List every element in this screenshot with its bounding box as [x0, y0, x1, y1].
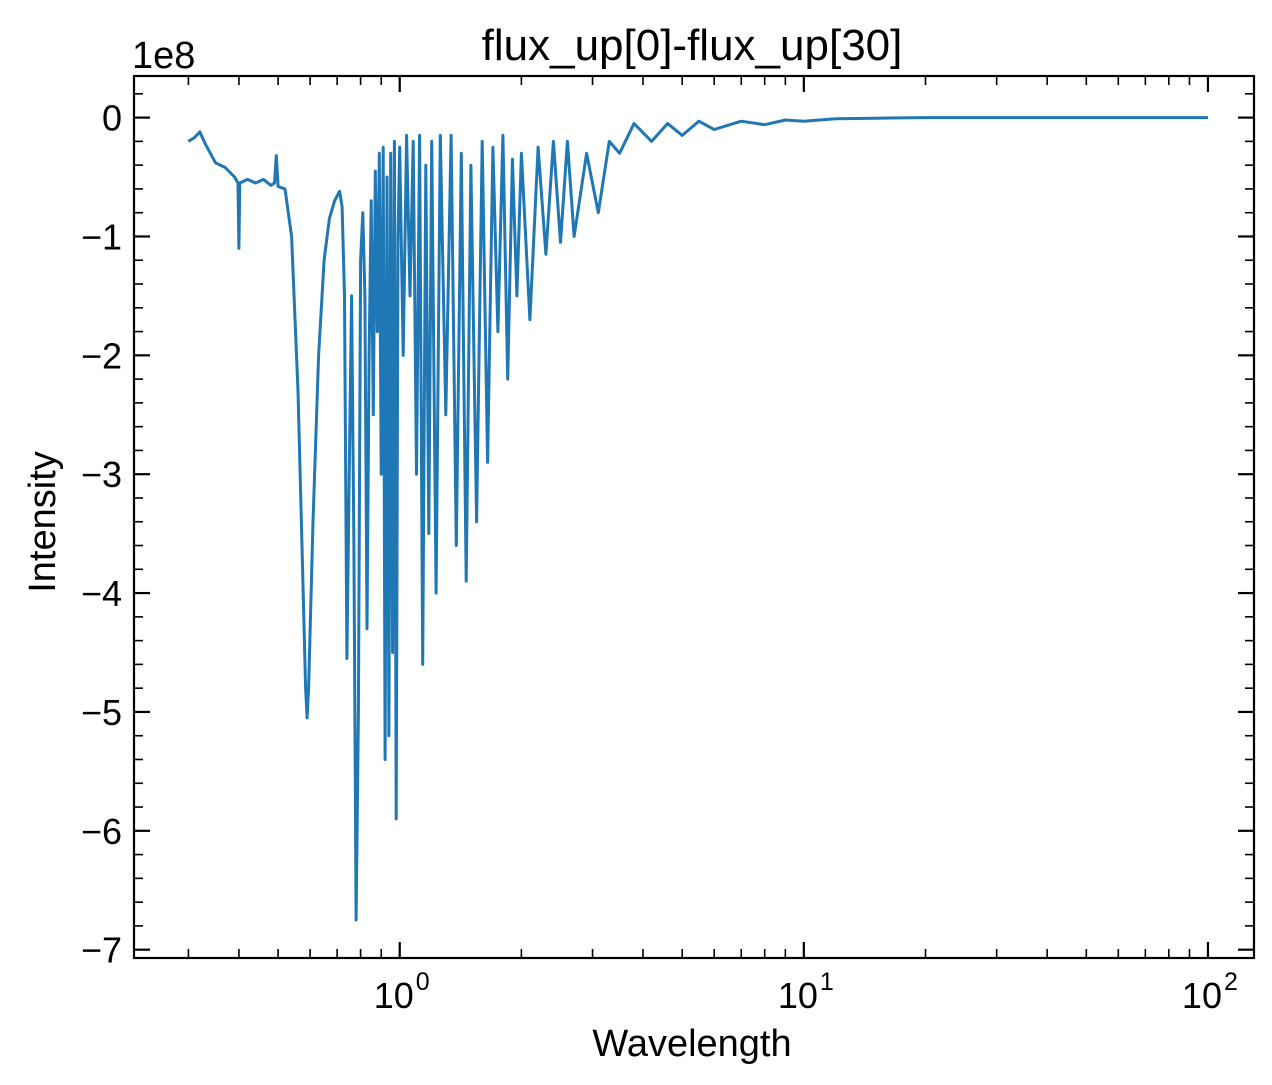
y-tick-label: −5 — [81, 692, 122, 733]
chart-title: flux_up[0]-flux_up[30] — [482, 21, 903, 70]
series-line — [187, 116, 1208, 922]
plot-area — [187, 116, 1208, 922]
y-tick-label: −4 — [81, 573, 122, 614]
x-tick-label: 10 — [1182, 975, 1222, 1016]
x-tick-exponent: 1 — [820, 968, 834, 996]
axes-frame — [132, 74, 1256, 960]
x-axis-label: Wavelength — [592, 1023, 791, 1065]
y-tick-label: −1 — [81, 216, 122, 257]
y-tick-label: −2 — [81, 335, 122, 376]
y-offset-label: 1e8 — [132, 35, 195, 77]
y-axis-label: Intensity — [22, 451, 64, 593]
y-tick-label: −3 — [81, 454, 122, 495]
y-tick-label: −6 — [81, 811, 122, 852]
tick-labels: 0−1−2−3−4−5−6−710 0 10 1 10 2 — [81, 98, 1238, 1016]
x-tick-exponent: 2 — [1224, 968, 1238, 996]
y-tick-label: 0 — [102, 98, 122, 139]
y-tick-label: −7 — [81, 930, 122, 971]
x-tick-label: 10 — [374, 975, 414, 1016]
x-tick-exponent: 0 — [416, 968, 430, 996]
axis-ticks — [134, 76, 1254, 958]
x-tick-label: 10 — [778, 975, 818, 1016]
